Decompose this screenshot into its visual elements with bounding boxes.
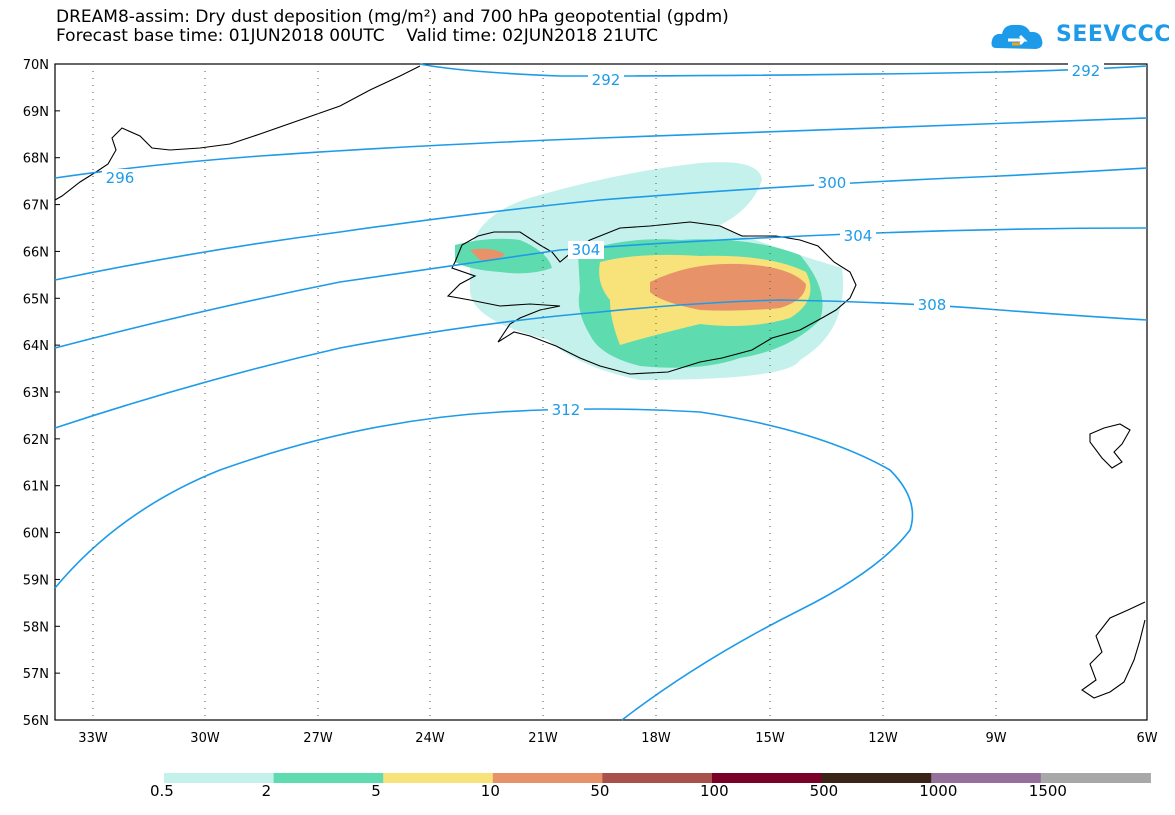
lat-label: 70N	[23, 58, 49, 73]
lat-label: 58N	[23, 620, 49, 635]
contour-label: 304	[572, 241, 601, 259]
contour-308	[54, 299, 1148, 429]
contour-label: 292	[1072, 62, 1101, 80]
lon-label: 6W	[1136, 731, 1157, 746]
lon-label: 9W	[985, 731, 1006, 746]
contour-296	[54, 117, 1148, 179]
contour-label-bg	[840, 227, 876, 245]
contour-label-bg	[1068, 62, 1104, 80]
scotland-coast	[1081, 601, 1146, 699]
lat-label: 65N	[23, 292, 49, 307]
contour-label: 312	[552, 401, 581, 419]
map-subtitle: Forecast base time: 01JUN2018 00UTC Vali…	[56, 26, 658, 46]
dust-deposition-field	[455, 162, 844, 380]
contour-label-bg	[814, 174, 850, 192]
contour-label: 300	[818, 174, 847, 192]
contour-304	[54, 227, 1148, 349]
contour-label: 296	[106, 169, 135, 187]
gridlines	[55, 63, 997, 721]
colorbar-swatch	[1040, 773, 1151, 783]
lat-label: 66N	[23, 245, 49, 260]
colorbar-label: 50	[590, 782, 610, 800]
lat-label: 62N	[23, 433, 49, 448]
map-title: DREAM8-assim: Dry dust deposition (mg/m²…	[56, 7, 729, 27]
faroe-islands	[1089, 423, 1131, 469]
colorbar-swatch	[931, 773, 1042, 783]
contour-label: 304	[844, 227, 873, 245]
colorbar-label: 500	[809, 782, 839, 800]
colorbar-label: 1000	[919, 782, 958, 800]
colorbar-swatch	[492, 773, 603, 783]
contour-labels: 292 292 296 300 304 304 308 312	[102, 62, 1104, 419]
colorbar-label: 5	[371, 782, 381, 800]
dust-level-2b	[455, 238, 552, 274]
colorbar-label: 10	[480, 782, 500, 800]
contour-label-bg	[588, 71, 624, 89]
lon-label: 15W	[755, 731, 785, 746]
lon-label: 33W	[78, 731, 108, 746]
lon-label: 30W	[190, 731, 220, 746]
lat-label: 57N	[23, 667, 49, 682]
colorbar-label: 2	[261, 782, 272, 800]
colorbar-swatch	[602, 773, 713, 783]
contour-label: 308	[918, 296, 947, 314]
lat-label: 61N	[23, 480, 49, 495]
contour-312	[54, 408, 914, 721]
coastlines	[54, 65, 1146, 699]
lon-label: 18W	[641, 731, 671, 746]
colorbar-label: 0.5	[150, 782, 174, 800]
dust-level-10	[650, 263, 806, 311]
contour-300	[54, 167, 1148, 281]
colorbar-label: 100	[700, 782, 729, 800]
colorbar	[164, 773, 1151, 783]
lat-label: 56N	[23, 714, 49, 729]
dust-level-10b	[470, 248, 505, 261]
latitude-labels: 70N 69N 68N 67N 66N 65N 64N 63N 62N 61N 60N 59N 58N 5…	[23, 58, 49, 729]
lat-label: 64N	[23, 339, 49, 354]
contour-label-bg	[914, 296, 950, 314]
colorbar-label: 1500	[1028, 782, 1067, 800]
map-frame	[54, 63, 1148, 721]
lat-label: 59N	[23, 573, 49, 588]
geopotential-contours	[54, 63, 1148, 721]
lat-label: 69N	[23, 105, 49, 120]
lat-label: 60N	[23, 527, 49, 542]
contour-label: 292	[592, 71, 621, 89]
logo-text: SEEVCCC	[1056, 22, 1171, 47]
colorbar-swatch	[164, 773, 275, 783]
contour-label-bg	[102, 169, 138, 187]
colorbar-swatch	[383, 773, 494, 783]
colorbar-swatch	[712, 773, 823, 783]
lat-label: 68N	[23, 152, 49, 167]
cloud-arrow-icon	[991, 24, 1043, 49]
lon-label: 12W	[868, 731, 898, 746]
lat-label: 63N	[23, 386, 49, 401]
lon-label: 24W	[415, 731, 445, 746]
longitude-labels: 33W 30W 27W 24W 21W 18W 15W 12W 9W 6W	[78, 731, 1157, 746]
lat-label: 67N	[23, 199, 49, 214]
contour-label-bg	[548, 401, 584, 419]
colorbar-swatch	[821, 773, 932, 783]
colorbar-swatch	[273, 773, 384, 783]
lon-label: 21W	[528, 731, 558, 746]
lon-label: 27W	[303, 731, 333, 746]
contour-292	[419, 63, 1148, 77]
contour-label-bg	[568, 241, 604, 259]
